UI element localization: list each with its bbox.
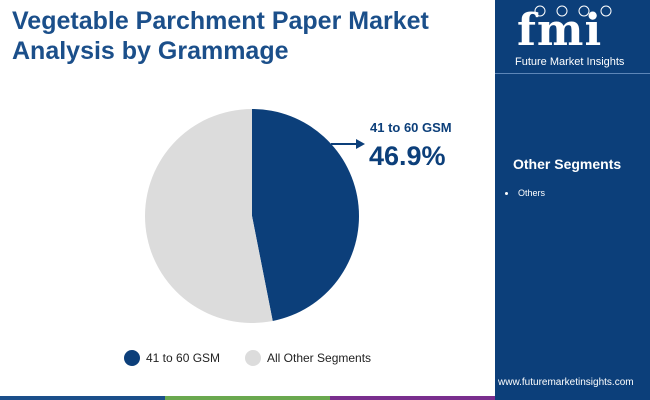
logo-letters: fmi	[517, 5, 603, 56]
chart-title: Vegetable Parchment Paper Market Analysi…	[12, 7, 429, 65]
fmi-logo: fmi Future Market Insights	[495, 0, 650, 73]
bar-segment	[0, 396, 165, 400]
other-segments-list: Others	[505, 186, 545, 200]
bar-segment	[165, 396, 330, 400]
pie-slice-41-to-60-gsm	[252, 109, 359, 321]
legend-label: 41 to 60 GSM	[146, 351, 221, 365]
legend-swatch	[245, 350, 261, 366]
logo-icons	[534, 5, 612, 17]
list-item-label: Others	[518, 188, 546, 198]
callout-arrow	[331, 139, 365, 149]
callout-label: 41 to 60 GSM	[370, 120, 452, 135]
legend-label: All Other Segments	[267, 351, 372, 365]
bullet-icon	[505, 192, 508, 196]
website-link[interactable]: www.futuremarketinsights.com	[498, 377, 634, 388]
logo-text: Future Market Insights	[515, 56, 625, 68]
logo-divider	[495, 73, 650, 74]
pie-slice-all-other-segments	[145, 109, 273, 323]
bar-segment	[495, 396, 650, 400]
bar-segment	[330, 396, 495, 400]
bottom-color-bar	[0, 396, 650, 400]
list-item: Others	[505, 186, 545, 200]
callout-value: 46.9%	[369, 141, 446, 171]
segments-panel: fmi Future Market Insights Other Segment…	[495, 0, 650, 400]
other-segments-heading: Other Segments	[513, 156, 622, 172]
legend-swatch	[124, 350, 140, 366]
